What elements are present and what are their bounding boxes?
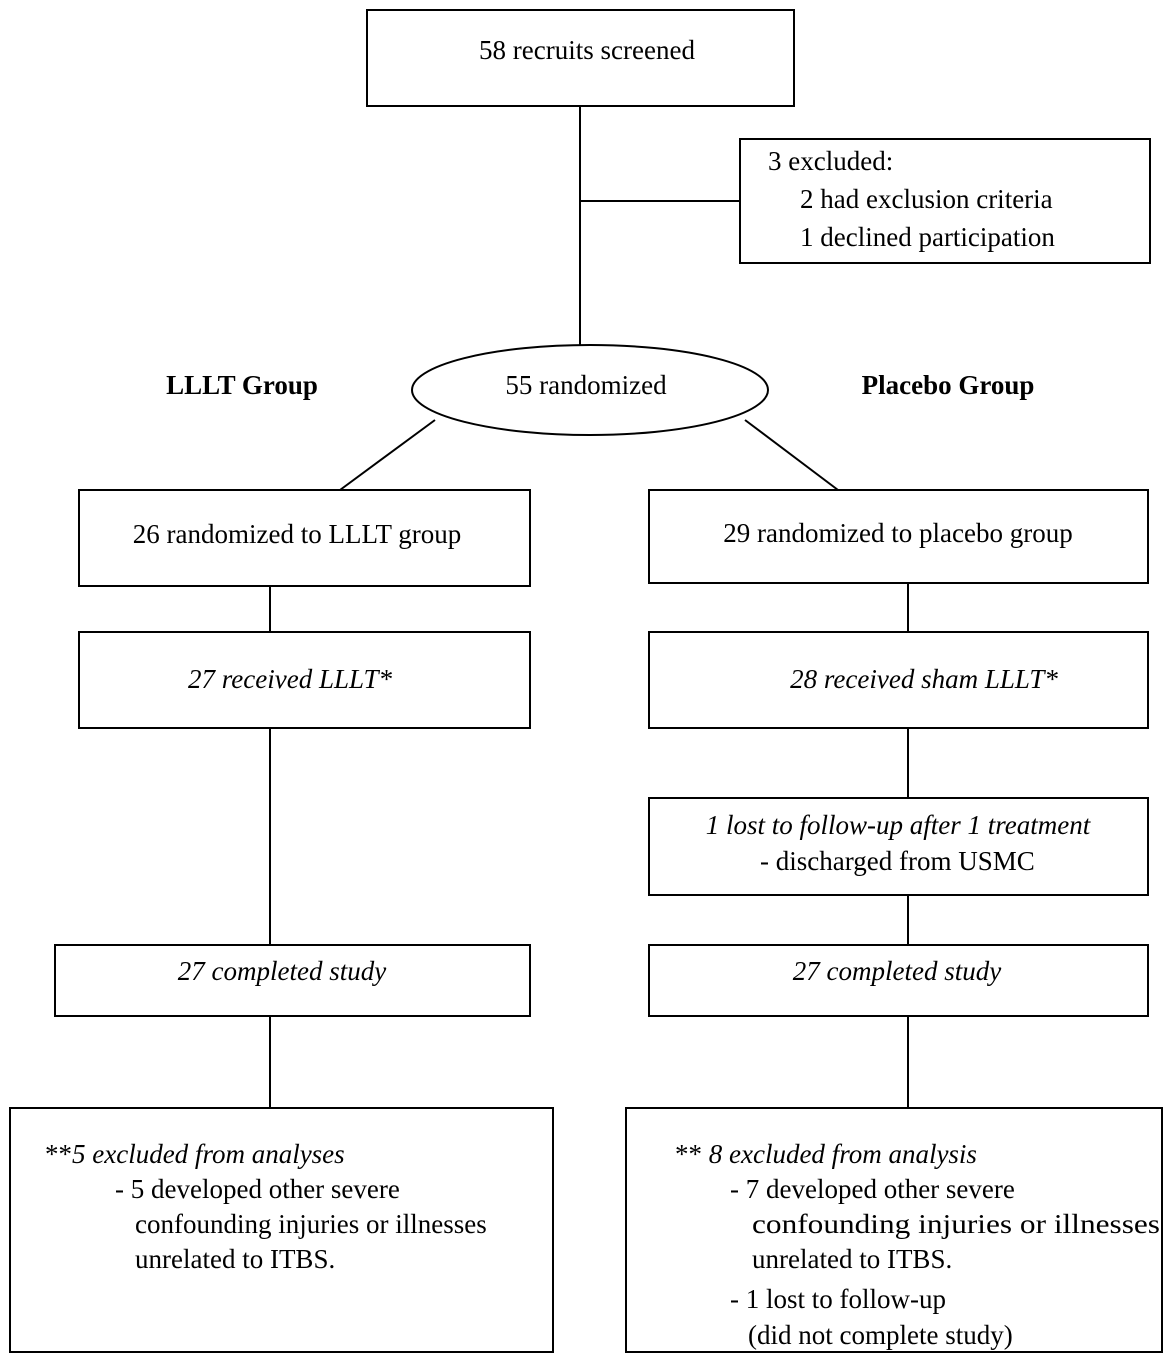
node-text: - 5 developed other severe bbox=[115, 1174, 400, 1204]
node-text: **5 excluded from analyses bbox=[45, 1139, 345, 1169]
prefix: ** bbox=[675, 1139, 709, 1169]
node-text: - 7 developed other severe bbox=[730, 1174, 1015, 1204]
box bbox=[78, 489, 531, 587]
node-text: ** 8 excluded from analysis bbox=[675, 1139, 977, 1169]
box bbox=[648, 489, 1149, 584]
node-text: 5 excluded from analyses bbox=[72, 1139, 345, 1169]
group-label: Placebo Group bbox=[862, 370, 1035, 400]
node-text: 2 had exclusion criteria bbox=[800, 184, 1053, 214]
node-text: 8 excluded from analysis bbox=[709, 1139, 977, 1169]
node-text: 1 declined participation bbox=[800, 222, 1055, 252]
node-text: 1 lost to follow-up after 1 treatment bbox=[706, 810, 1092, 840]
box bbox=[366, 9, 795, 107]
node-text: 28 received sham LLLT* bbox=[790, 664, 1058, 694]
box bbox=[648, 631, 1149, 729]
node-text: 55 randomized bbox=[505, 370, 667, 400]
connector bbox=[744, 419, 839, 491]
connector bbox=[339, 419, 436, 491]
node-text: 29 randomized to placebo group bbox=[723, 518, 1072, 548]
node-text: 58 recruits screened bbox=[479, 35, 695, 65]
node-text: 3 excluded: bbox=[768, 146, 893, 176]
box bbox=[739, 138, 1151, 264]
node-text: 27 completed study bbox=[793, 956, 1001, 986]
box bbox=[648, 944, 1149, 1017]
node-text: 27 received LLLT* bbox=[188, 664, 392, 694]
node-text: (did not complete study) bbox=[748, 1320, 1013, 1350]
ellipse bbox=[411, 344, 769, 436]
box bbox=[648, 797, 1149, 896]
node-text: unrelated to ITBS. bbox=[135, 1244, 335, 1274]
prefix: ** bbox=[45, 1139, 72, 1169]
node-text: 26 randomized to LLLT group bbox=[133, 519, 461, 549]
node-text: 27 completed study bbox=[178, 956, 386, 986]
node-text: confounding injuries or illnesses bbox=[752, 1209, 1160, 1239]
box bbox=[54, 944, 531, 1017]
box bbox=[9, 1107, 554, 1353]
node-text: - 1 lost to follow-up bbox=[730, 1284, 946, 1314]
box bbox=[625, 1107, 1163, 1353]
box bbox=[78, 631, 531, 729]
node-text: - discharged from USMC bbox=[760, 846, 1035, 876]
group-label: LLLT Group bbox=[166, 370, 318, 400]
node-text: unrelated to ITBS. bbox=[752, 1244, 952, 1274]
node-text: confounding injuries or illnesses bbox=[135, 1209, 487, 1239]
connectors bbox=[269, 106, 909, 1108]
